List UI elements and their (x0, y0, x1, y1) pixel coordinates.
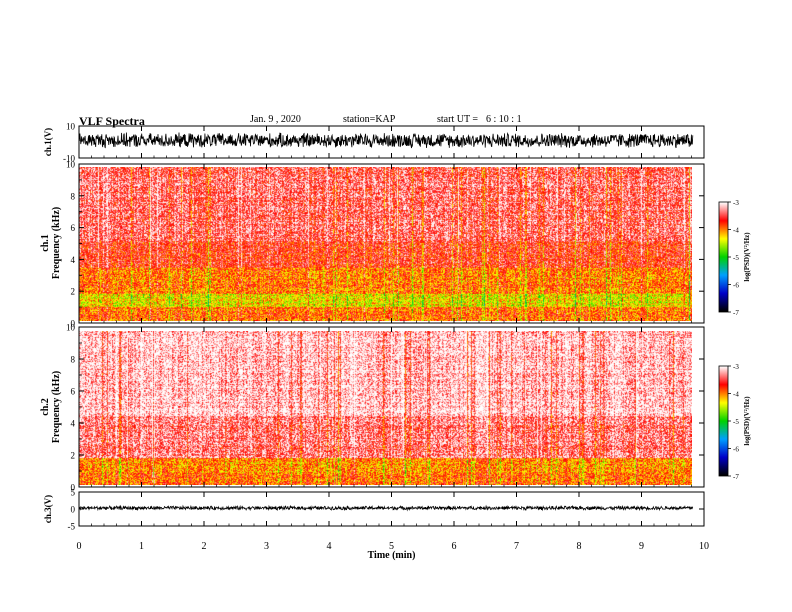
ch2-spectrogram-colorbar-tick-label: -6 (733, 446, 739, 454)
ch1-spectrogram-ytick-label: 4 (71, 255, 76, 265)
ch1-spectrogram-ytick-label: 2 (71, 287, 76, 297)
ch2-spectrogram-colorbar-tick-label: -7 (733, 473, 739, 481)
ch2-spectrogram-colorbar-tick-label: -3 (733, 363, 739, 371)
ch1-spectrogram-colorbar-frame (718, 201, 729, 313)
ch1-spectrogram-colorbar-label: log(PSD)(V²/Hz) (743, 232, 751, 282)
ch2-spectrogram-ytick-label: 2 (71, 451, 76, 461)
ch3-waveform-ylabel: ch.3(V) (43, 495, 53, 523)
ch1-spectrogram-ylabel-channel: ch.1 (40, 234, 51, 252)
x-tick-label: 5 (389, 541, 394, 552)
ch2-spectrogram-image (79, 331, 692, 485)
ch2-spectrogram-colorbar-tick-label: -5 (733, 418, 739, 426)
ch2-spectrogram-frame (78, 326, 705, 488)
ch2-spectrogram-ylabel-quantity: Frequency (kHz) (51, 371, 62, 443)
x-tick-label: 0 (77, 541, 82, 552)
start-time-label: start UT = (437, 114, 479, 125)
ch3-waveform-frame (78, 491, 705, 527)
x-tick-label: 1 (139, 541, 144, 552)
ch2-spectrogram-ylabel-channel: ch.2 (40, 398, 51, 416)
ch1-waveform-ytick-label: 10 (66, 122, 76, 132)
ch1-spectrogram-frame (78, 163, 705, 324)
ch1-spectrogram-ytick-label: 10 (66, 160, 76, 170)
ch2-colorbar-image (719, 366, 728, 476)
ch2-spectrogram-colorbar-label: log(PSD)(V²/Hz) (743, 396, 751, 446)
ch2-spectrogram-ytick-label: 6 (71, 387, 76, 397)
ch1-spectrogram-colorbar-tick-label: -5 (733, 254, 739, 262)
ch1-spectrogram-ytick-label: 6 (71, 223, 76, 233)
x-tick-label: 7 (514, 541, 519, 552)
ch1-spectrogram-ytick-label: 8 (71, 191, 76, 201)
x-tick-label: 3 (264, 541, 269, 552)
x-tick-label: 2 (202, 541, 207, 552)
ch3-waveform-ytick-label: -5 (68, 522, 76, 532)
ch1-spectrogram-colorbar-tick-label: -7 (733, 309, 739, 317)
station-value: KAP (375, 114, 396, 125)
start-time-value: 6 : 10 : 1 (486, 114, 522, 125)
ch2-spectrogram-ytick-label: 8 (71, 355, 76, 365)
x-tick-label: 10 (699, 541, 709, 552)
ch3-waveform-ytick-label: 0 (71, 505, 76, 515)
chart-title: VLF Spectra (79, 114, 145, 128)
ch1-colorbar-image (719, 202, 728, 312)
ch1-waveform-series-line (78, 131, 694, 149)
station-label: station= (343, 114, 376, 125)
ch2-spectrogram-colorbar-tick-label: -4 (733, 391, 739, 399)
header-date: Jan. 9 , 2020 (250, 114, 301, 125)
x-tick-label: 9 (639, 541, 644, 552)
ch1-spectrogram-colorbar-tick-label: -4 (733, 227, 739, 235)
header-start-time: start UT = 6 : 10 : 1 (437, 114, 522, 125)
ch1-spectrogram-colorbar-tick-label: -3 (733, 199, 739, 207)
ch1-spectrogram-image (79, 167, 692, 321)
ch2-spectrogram-ytick-label: 4 (71, 419, 76, 429)
x-axis-label: Time (min) (368, 550, 416, 561)
x-tick-label: 8 (577, 541, 582, 552)
ch1-waveform-ylabel: ch.1(V) (43, 128, 53, 156)
ch3-waveform-series-line (78, 504, 694, 512)
x-tick-label: 4 (327, 541, 332, 552)
header-title-block: VLF Spectra (79, 114, 145, 129)
ch3-waveform-ytick-label: 5 (71, 488, 76, 498)
ch1-spectrogram-ytick-label: 0 (71, 319, 76, 329)
ch1-spectrogram-ylabel-quantity: Frequency (kHz) (51, 207, 62, 279)
ch1-spectrogram-colorbar-tick-label: -6 (733, 282, 739, 290)
header-station: station=KAP (343, 114, 395, 125)
x-tick-label: 6 (452, 541, 457, 552)
ch2-spectrogram-ytick-label: 0 (71, 483, 76, 493)
ch2-spectrogram-ytick-label: 10 (66, 323, 76, 333)
ch1-waveform-ytick-label: -10 (63, 154, 75, 164)
ch2-spectrogram-colorbar-frame (718, 365, 729, 477)
